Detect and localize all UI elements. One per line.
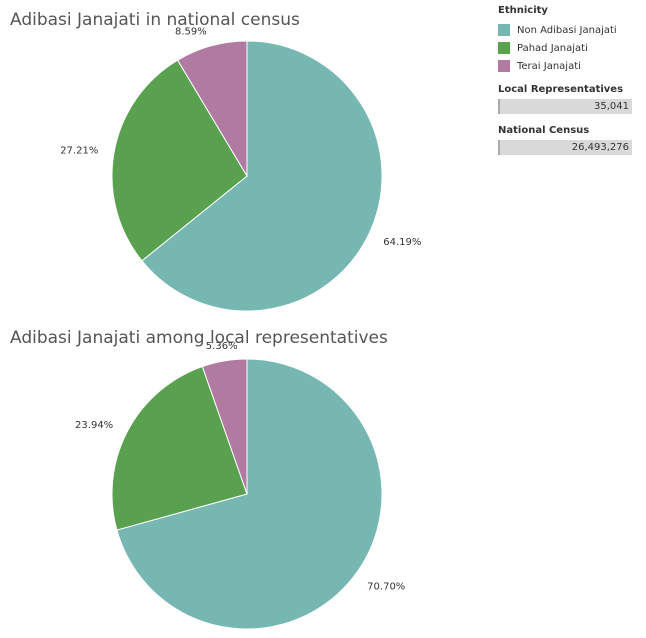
legend-label: Terai Janajati: [517, 60, 581, 72]
chart-title-local-representatives: Adibasi Janajati among local representat…: [10, 328, 388, 348]
slice-label: 27.21%: [60, 146, 98, 157]
ethnicity-legend: Ethnicity Non Adibasi Janajati Pahad Jan…: [498, 5, 638, 75]
legend-swatch: [498, 42, 510, 54]
national-census-filter: National Census 26,493,276: [498, 125, 632, 155]
legend-title: Ethnicity: [498, 5, 548, 16]
pie-slice-non-adibasi-janajati[interactable]: [141, 40, 383, 312]
pie-slice-non-adibasi-janajati[interactable]: [116, 358, 383, 630]
legend-item-non-adibasi[interactable]: Non Adibasi Janajati: [498, 21, 638, 39]
local-representatives-filter: Local Representatives 35,041: [498, 84, 632, 114]
pie-chart-national-census: 64.19% 27.21% 8.59%: [60, 26, 421, 312]
pie-slice-pahad-janajati[interactable]: [111, 365, 248, 531]
legend-label: Non Adibasi Janajati: [517, 24, 617, 36]
legend-swatch: [498, 24, 510, 36]
slice-label: 5.36%: [206, 341, 238, 352]
legend-label: Pahad Janajati: [517, 42, 588, 54]
pie-slice-pahad-janajati[interactable]: [111, 59, 248, 262]
pie-slice-terai-janajati[interactable]: [176, 40, 248, 178]
slice-label: 23.94%: [75, 420, 113, 431]
chart-title-national-census: Adibasi Janajati in national census: [10, 10, 300, 30]
legend-swatch: [498, 60, 510, 72]
filter-slider[interactable]: 35,041: [498, 99, 632, 114]
legend-item-terai[interactable]: Terai Janajati: [498, 57, 638, 75]
slice-label: 70.70%: [367, 581, 405, 592]
slice-label: 64.19%: [383, 237, 421, 248]
filter-title: Local Representatives: [498, 84, 624, 95]
pie-chart-local-representatives: 70.70% 23.94% 5.36%: [75, 341, 405, 630]
filter-title: National Census: [498, 125, 590, 136]
pie-slice-terai-janajati[interactable]: [201, 358, 248, 495]
legend-item-pahad[interactable]: Pahad Janajati: [498, 39, 638, 57]
filter-slider[interactable]: 26,493,276: [498, 140, 632, 155]
slice-label: 8.59%: [175, 26, 207, 37]
